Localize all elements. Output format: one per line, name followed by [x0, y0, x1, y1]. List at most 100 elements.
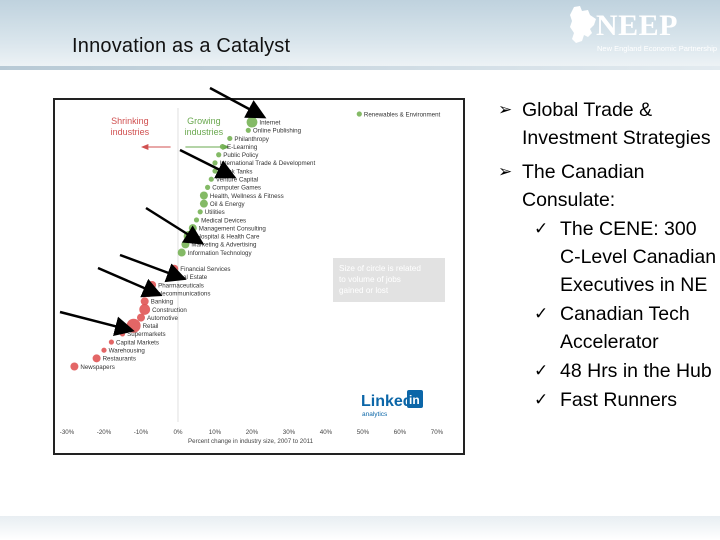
data-point-label: Management Consulting [199, 225, 267, 232]
data-point-label: Construction [152, 307, 187, 314]
size-note-line: gained or lost [339, 286, 389, 295]
x-tick-label: -30% [60, 429, 75, 436]
data-point [144, 289, 153, 298]
bullet-list: ➢ Global Trade & Investment Strategies ➢… [498, 96, 718, 420]
data-point [92, 354, 101, 363]
data-point-label: Venture Capital [216, 177, 258, 184]
data-point [70, 362, 79, 371]
data-point-label: Real Estate [175, 274, 208, 281]
sub-bullet-tech-accelerator: ✓ Canadian Tech Accelerator [522, 300, 718, 356]
sub-bullet-text: 48 Hrs in the Hub [560, 360, 712, 382]
checkmark-icon: ✓ [534, 304, 549, 323]
data-point-label: Pharmaceuticals [158, 282, 204, 289]
data-point-label: Health, Wellness & Fitness [210, 193, 284, 200]
data-point [148, 281, 157, 289]
data-point-label: Philanthropy [234, 136, 269, 143]
data-point-label: Computer Games [212, 185, 261, 192]
slide-title: Innovation as a Catalyst [72, 35, 291, 57]
data-point-label: Supermarkets [127, 331, 166, 338]
sub-bullet-text: The CENE: 300 C-Level Canadian Executive… [560, 218, 717, 296]
data-point [181, 240, 190, 249]
data-point-label: Newspapers [80, 364, 114, 371]
data-point [183, 230, 195, 242]
data-point [227, 135, 233, 142]
data-point-label: Medical Devices [201, 217, 246, 224]
data-point-label: Utilities [205, 209, 225, 216]
data-point-label: Public Policy [223, 152, 259, 159]
data-point-label: Online Publishing [253, 128, 302, 135]
data-point [177, 248, 186, 257]
data-point [212, 168, 218, 174]
bullet-text: Global Trade & Investment Strategies [522, 99, 711, 149]
data-point-label: Marketing & Advertising [191, 242, 257, 249]
data-point [137, 313, 145, 322]
linkedin-wordmark: Linked [361, 393, 413, 410]
data-point-label: Think Tanks [220, 168, 253, 175]
data-point [212, 160, 218, 166]
legend-shrinking-arrowhead [141, 144, 149, 150]
data-point-label: Banking [151, 299, 174, 306]
size-note-box [333, 258, 445, 302]
x-tick-label: 70% [431, 429, 444, 436]
data-point-label: Telecommunications [154, 290, 210, 297]
data-point [219, 144, 225, 150]
x-tick-label: 20% [246, 429, 259, 436]
size-note-line: to volume of jobs [339, 275, 401, 284]
bullet-text: The Canadian Consulate: [522, 161, 645, 211]
data-point [108, 339, 114, 345]
data-point [188, 224, 197, 233]
data-point [199, 199, 208, 208]
data-point-label: International Trade & Development [220, 160, 316, 167]
logo-wordmark: NEEP [596, 9, 679, 42]
linkedin-analytics-text: analytics [362, 411, 388, 418]
header-divider [0, 66, 720, 70]
neep-logo: NEEP New England Economic Partnership [566, 5, 718, 61]
checkmark-icon: ✓ [534, 219, 549, 238]
sub-bullet-text: Fast Runners [560, 389, 678, 411]
data-point [170, 264, 179, 273]
arrow-bullet-icon: ➢ [498, 162, 513, 181]
sub-bullet-text: Canadian Tech Accelerator [560, 303, 690, 353]
slide-header [0, 0, 720, 68]
data-point-label: Hospital & Health Care [197, 234, 260, 241]
data-point [216, 152, 222, 158]
x-tick-label: -20% [97, 429, 112, 436]
legend-growing-line2: industries [185, 127, 224, 137]
data-point-label: Restaurants [103, 356, 136, 363]
sub-bullet-fast-runners: ✓ Fast Runners [522, 386, 718, 414]
chart-canvas: ShrinkingindustriesGrowingindustriesRene… [60, 108, 445, 445]
x-tick-label: 40% [320, 429, 333, 436]
bullet-canadian-consulate: ➢ The Canadian Consulate: ✓ The CENE: 30… [498, 158, 718, 414]
size-note-line: Size of circle is related [339, 264, 421, 273]
data-point-label: Retail [143, 323, 159, 330]
checkmark-icon: ✓ [534, 361, 549, 380]
sub-bullet-48-hrs: ✓ 48 Hrs in the Hub [522, 357, 718, 385]
bullet-global-trade: ➢ Global Trade & Investment Strategies [498, 96, 718, 152]
x-tick-label: 10% [209, 429, 222, 436]
checkmark-icon: ✓ [534, 390, 549, 409]
data-point-label: Oil & Energy [210, 201, 246, 208]
data-point-label: Automotive [147, 315, 179, 322]
legend-shrinking-line2: industries [111, 127, 150, 137]
data-point [245, 127, 251, 133]
data-point [199, 191, 208, 200]
x-axis-title: Percent change in industry size, 2007 to… [188, 438, 314, 445]
x-tick-label: -10% [134, 429, 149, 436]
data-point-label: Warehousing [109, 348, 146, 355]
logo-tagline: New England Economic Partnership [597, 44, 718, 53]
legend-shrinking-line1: Shrinking [111, 116, 149, 126]
x-tick-label: 0% [174, 429, 183, 436]
x-tick-label: 50% [357, 429, 370, 436]
data-point [193, 217, 200, 223]
data-point [205, 184, 211, 190]
data-point [356, 111, 362, 117]
data-point-label: Capital Markets [116, 339, 159, 346]
sub-bullet-cene: ✓ The CENE: 300 C-Level Canadian Executi… [522, 215, 718, 299]
data-point-label: Information Technology [188, 250, 253, 257]
data-point [119, 331, 126, 337]
slide-footer [0, 516, 720, 540]
data-point [246, 116, 258, 128]
x-tick-label: 30% [283, 429, 296, 436]
data-point-label: Internet [259, 119, 280, 126]
new-england-map-icon [570, 6, 596, 43]
